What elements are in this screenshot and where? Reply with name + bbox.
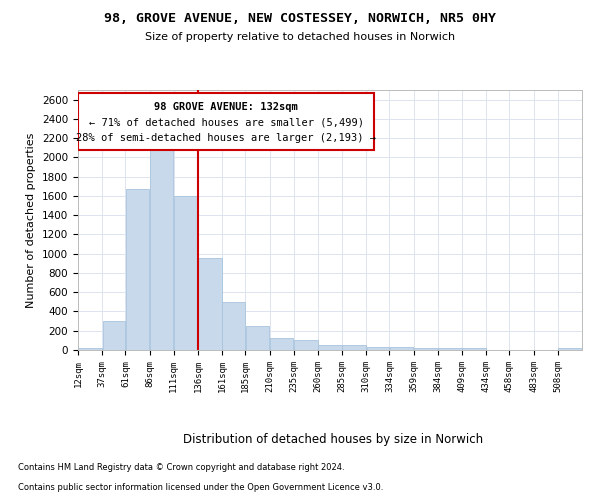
Text: 28% of semi-detached houses are larger (2,193) →: 28% of semi-detached houses are larger (…	[76, 134, 376, 143]
Text: Contains public sector information licensed under the Open Government Licence v3: Contains public sector information licen…	[18, 484, 383, 492]
Text: 98 GROVE AVENUE: 132sqm: 98 GROVE AVENUE: 132sqm	[154, 102, 298, 112]
Bar	[174, 196, 197, 350]
Bar	[463, 348, 486, 350]
Text: 98, GROVE AVENUE, NEW COSTESSEY, NORWICH, NR5 0HY: 98, GROVE AVENUE, NEW COSTESSEY, NORWICH…	[104, 12, 496, 26]
Y-axis label: Number of detached properties: Number of detached properties	[26, 132, 37, 308]
Bar	[558, 348, 581, 350]
Bar	[390, 346, 413, 350]
Bar	[438, 348, 461, 350]
Bar	[367, 346, 389, 350]
Text: Distribution of detached houses by size in Norwich: Distribution of detached houses by size …	[183, 432, 483, 446]
FancyBboxPatch shape	[78, 93, 374, 150]
Text: Contains HM Land Registry data © Crown copyright and database right 2024.: Contains HM Land Registry data © Crown c…	[18, 464, 344, 472]
Bar	[199, 258, 222, 350]
Bar	[79, 348, 102, 350]
Bar	[318, 345, 342, 350]
Text: Size of property relative to detached houses in Norwich: Size of property relative to detached ho…	[145, 32, 455, 42]
Bar	[294, 340, 317, 350]
Bar	[343, 345, 366, 350]
Bar	[223, 302, 245, 350]
Bar	[246, 326, 269, 350]
Text: ← 71% of detached houses are smaller (5,499): ← 71% of detached houses are smaller (5,…	[89, 118, 364, 128]
Bar	[126, 189, 149, 350]
Bar	[270, 338, 293, 350]
Bar	[150, 143, 173, 350]
Bar	[103, 321, 125, 350]
Bar	[414, 348, 437, 350]
